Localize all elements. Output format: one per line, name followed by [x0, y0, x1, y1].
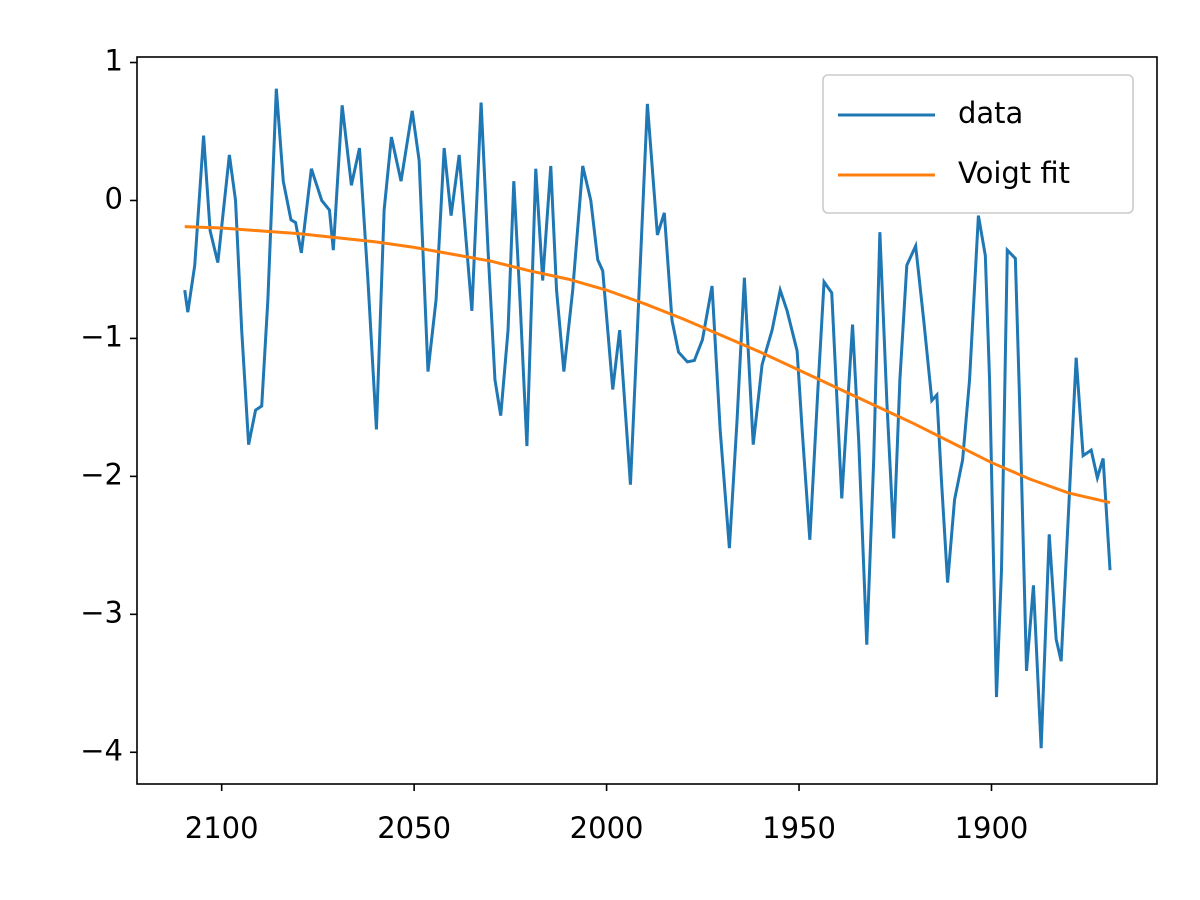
y-tick-label: −3	[80, 595, 123, 629]
plot-frame	[136, 56, 1158, 785]
legend-label: Voigt fit	[958, 156, 1070, 190]
x-tick-label: 1950	[762, 811, 836, 845]
y-tick-label: 0	[105, 181, 123, 215]
x-tick-label: 2000	[570, 811, 644, 845]
y-tick-label: −4	[80, 733, 123, 767]
legend-label: data	[958, 96, 1023, 130]
x-tick-label: 1900	[955, 811, 1029, 845]
legend-box	[822, 74, 1134, 214]
x-tick-label: 2050	[377, 811, 451, 845]
y-tick-label: −1	[80, 319, 123, 353]
x-tick-label: 2100	[185, 811, 259, 845]
line	[184, 225, 1111, 505]
y-tick-label: 1	[105, 44, 123, 78]
y-tick-label: −2	[80, 457, 123, 491]
